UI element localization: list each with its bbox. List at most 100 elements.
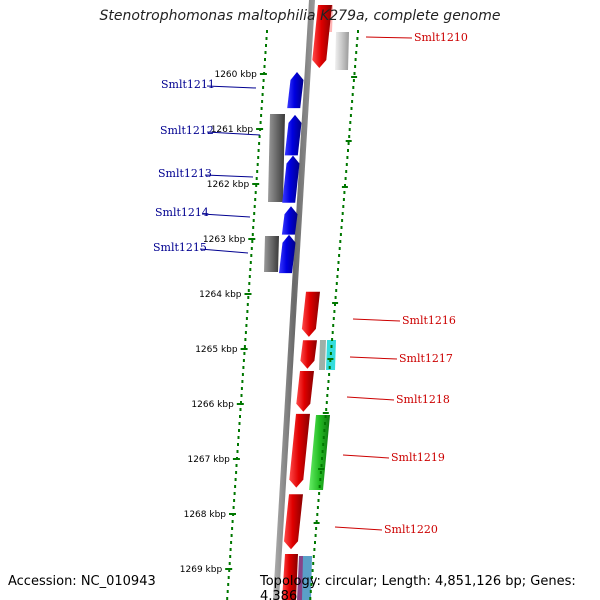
scale-dot [319,478,322,481]
scale-dot [250,247,253,250]
scale-tick [229,513,236,515]
scale-tick-label: 1260 kbp [214,70,257,80]
scale-dot [329,359,332,362]
scale-dot [337,268,339,271]
scale-dot [261,93,264,96]
gene-label-Smlt1215: Smlt1215 [153,241,207,254]
scale-dot [236,450,239,453]
scale-dash [327,358,334,360]
scale-dot [345,170,348,173]
scale-dash [351,76,358,78]
scale-dot [232,506,235,509]
scale-dot [336,275,339,278]
scale-dot [237,436,240,439]
scale-dot [253,205,256,208]
scale-dot [228,569,231,572]
scale-dot [240,387,243,390]
scale-dot [314,541,316,544]
scale-dot [342,198,345,201]
gene-label-Smlt1214: Smlt1214 [155,206,209,219]
scale-dot [260,107,263,110]
scale-dot [249,261,252,264]
scale-dot [347,149,349,152]
scale-dot [327,380,330,383]
gene-label-Smlt1212: Smlt1212 [160,124,214,137]
scale-dot [323,429,326,432]
grey-block [335,32,349,70]
scale-dot [355,51,358,54]
scale-dot [341,212,344,215]
scale-dot [322,443,325,446]
scale-dash [313,522,320,524]
leader-line [352,318,401,322]
scale-dot [251,233,254,236]
scale-dot [340,226,343,229]
scale-dot [321,457,323,460]
leader-line [204,174,254,178]
scale-dot [226,590,229,593]
scale-tick [259,73,267,75]
scale-dot [249,268,252,271]
leader-line [201,213,251,218]
scale-dot [320,464,323,467]
scale-dot [229,548,232,551]
scale-dot [331,338,334,341]
scale-dash [322,412,329,414]
scale-dot [256,163,259,166]
scale-dot [355,44,358,47]
gene-label-Smlt1213: Smlt1213 [158,167,212,180]
scale-dot [312,562,315,565]
scale-dot [258,142,261,145]
scale-tick [225,568,233,570]
teal-block [319,340,326,370]
gene-Smlt1210 [312,5,332,68]
gene-label-Smlt1217: Smlt1217 [399,352,453,365]
scale-dot [244,338,247,341]
scale-dot [351,93,354,96]
gene-Smlt1211 [287,72,304,109]
scale-dot [335,289,338,292]
scale-dot [352,86,355,89]
scale-dot [259,121,262,124]
scale-dot [318,492,321,495]
gene-Smlt1218 [296,371,314,412]
scale-dot [235,464,238,467]
genes [279,5,332,600]
scale-dot [357,30,359,33]
scale-dot [253,212,256,215]
scale-tick-label: 1261 kbp [211,125,254,135]
genome-title: Stenotrophomonas maltophilia K279a, comp… [99,8,501,24]
scale-dot [348,135,351,138]
scale-dot [315,527,318,530]
scale-dot [324,415,327,418]
scale-tick-label: 1267 kbp [187,455,230,465]
scale-dot [354,65,357,68]
gene-Smlt1213 [282,155,300,203]
scale-dot [240,401,242,404]
scale-dot [352,79,355,82]
scale-dot [244,331,247,334]
scale-dot [261,100,264,103]
scale-dot [245,317,248,320]
gene-label-Smlt1211: Smlt1211 [161,78,215,91]
scale-dot [332,317,335,320]
scale-dot [231,527,234,530]
scale-tick-label: 1265 kbp [195,345,238,355]
scale-dot [262,86,265,89]
scale-dot [265,37,268,40]
scale-dot [328,373,331,376]
gene-label-Smlt1219: Smlt1219 [391,451,445,464]
scale-dot [243,352,246,355]
scale-dot [257,156,260,159]
scale-dot [227,583,230,586]
scale-dash [345,140,352,142]
scale-dot [237,443,239,446]
scale-dot [226,597,229,600]
scale-dot [252,226,255,229]
scale-dot [313,548,316,551]
scale-dot [247,296,250,299]
scale-dot [350,107,353,110]
scale-dot [330,345,333,348]
scale-dot [254,191,257,194]
